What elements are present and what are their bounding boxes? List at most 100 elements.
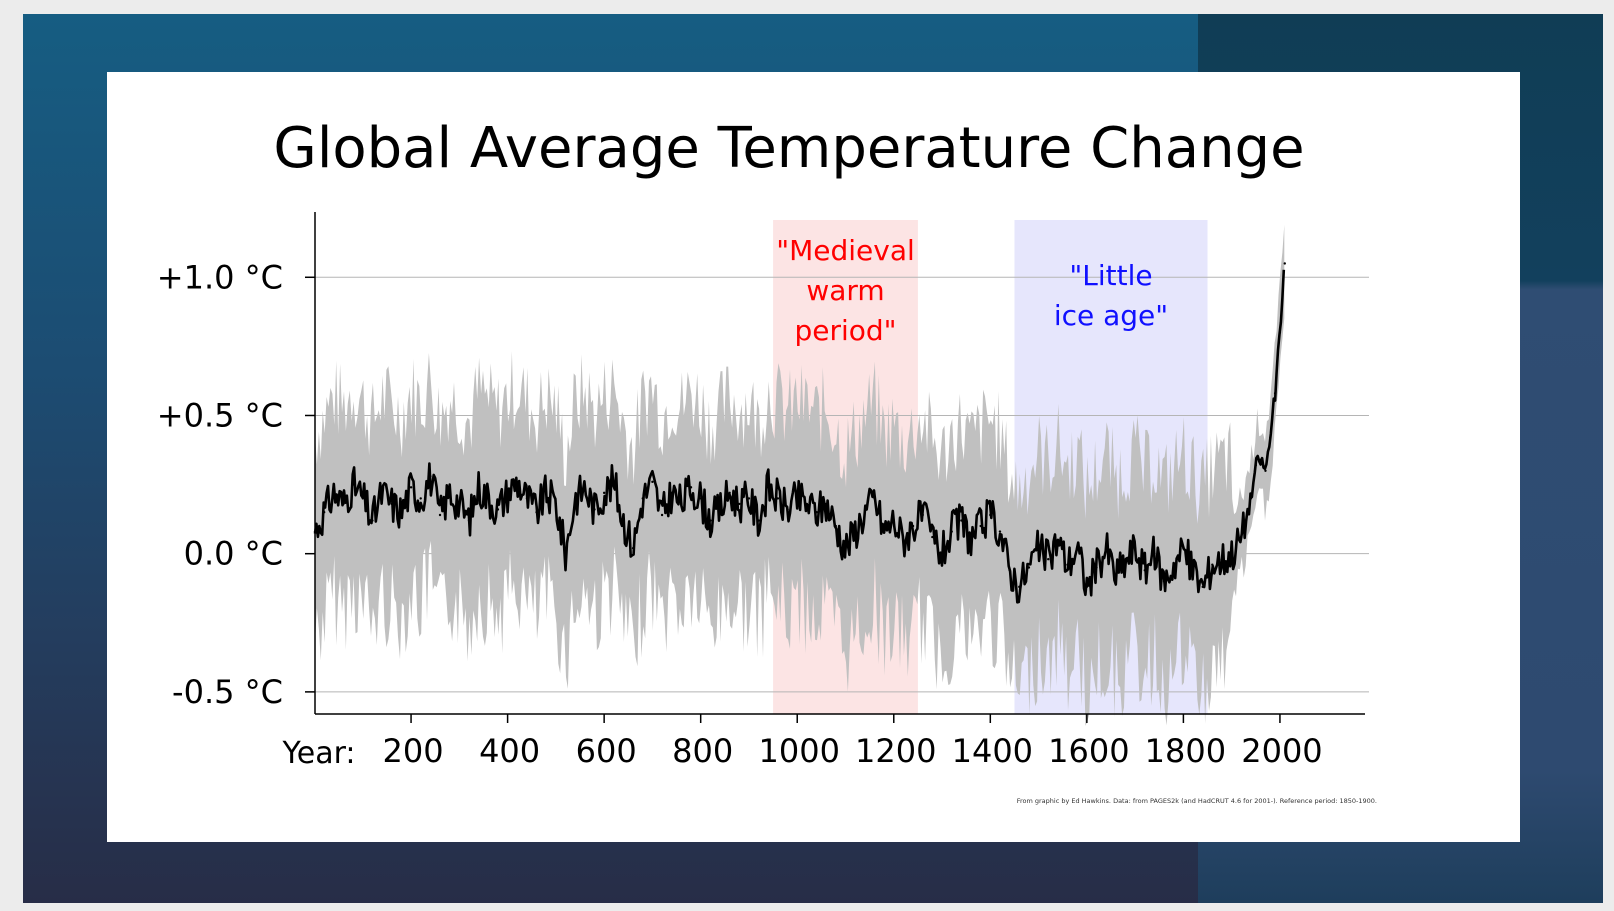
chart-title: Global Average Temperature Change (273, 116, 1304, 181)
data-point (786, 508, 789, 511)
data-point (583, 486, 587, 489)
region-label-line: ice age" (1054, 299, 1168, 332)
data-point (1027, 566, 1031, 569)
data-point (921, 513, 924, 517)
data-point (873, 497, 876, 500)
data-point (458, 502, 461, 506)
data-point (1172, 563, 1175, 566)
chart-card: "Medieval warm period" "Little ice age" +1.0 … (107, 72, 1520, 842)
data-point (554, 502, 558, 506)
x-tick-label: 200 (383, 732, 444, 770)
data-point (1095, 566, 1098, 569)
data-point (602, 491, 606, 495)
data-point (940, 552, 944, 555)
data-point (409, 486, 413, 489)
data-point (989, 513, 992, 517)
data-point (863, 511, 867, 514)
data-point (573, 497, 577, 500)
data-point (622, 519, 625, 522)
data-point (1085, 585, 1089, 589)
uncertainty-band-layer (315, 224, 1285, 726)
data-point (400, 511, 403, 514)
data-point (496, 508, 500, 511)
chart-labels: "Medieval warm period" "Little ice age" +1.0 … (157, 234, 1323, 770)
data-point (351, 483, 355, 486)
data-point (516, 480, 519, 484)
data-point (390, 502, 393, 506)
data-point (960, 519, 963, 522)
data-point (969, 538, 973, 542)
data-point (429, 475, 432, 478)
x-tick-label: 1800 (1145, 732, 1226, 770)
data-point (670, 491, 673, 495)
data-point (1182, 546, 1185, 550)
data-point (699, 497, 702, 500)
data-point (689, 486, 693, 489)
x-tick-label: 1000 (759, 732, 840, 770)
data-point (322, 511, 326, 514)
data-point (882, 530, 886, 533)
data-point (1124, 560, 1127, 564)
data-point (767, 486, 770, 489)
data-point (1259, 458, 1262, 461)
data-point (728, 491, 731, 495)
data-point (1273, 392, 1277, 395)
data-point (487, 497, 490, 500)
data-point (824, 502, 828, 506)
x-axis-label: Year: (281, 736, 355, 771)
data-point (506, 491, 509, 495)
data-point (1056, 538, 1060, 542)
data-point (593, 508, 596, 511)
data-point (709, 519, 712, 522)
data-point (1066, 563, 1069, 566)
y-tick-label: +0.5 °C (157, 396, 283, 434)
data-point (564, 552, 567, 555)
data-point (438, 513, 442, 517)
data-point (1076, 546, 1079, 550)
data-point (1037, 546, 1040, 550)
data-point (361, 497, 364, 500)
data-point (1018, 585, 1021, 589)
data-point (631, 546, 635, 550)
data-point (1162, 580, 1166, 583)
temperature-chart: "Medieval warm period" "Little ice age" +1.0 … (157, 116, 1377, 805)
axes (305, 212, 1365, 723)
data-point (371, 519, 374, 522)
data-point (1211, 563, 1214, 566)
x-tick-label: 1200 (855, 732, 936, 770)
region-label-line: period" (794, 314, 896, 347)
presentation-slide: "Medieval warm period" "Little ice age" +1.0 … (23, 14, 1603, 903)
data-point (998, 530, 1002, 533)
data-point (1047, 558, 1050, 561)
data-point (1008, 569, 1011, 572)
data-point (535, 511, 538, 514)
data-point (1264, 469, 1267, 472)
y-tick-label: -0.5 °C (172, 673, 283, 711)
data-point (902, 538, 905, 542)
data-point (757, 519, 760, 522)
x-tick-label: 1600 (1048, 732, 1129, 770)
data-point (612, 480, 615, 484)
data-point (467, 519, 471, 522)
data-point (1240, 535, 1243, 539)
data-point (1254, 464, 1258, 467)
data-point (853, 530, 857, 533)
data-point (448, 491, 451, 495)
data-point (718, 508, 722, 511)
data-point (1283, 262, 1286, 265)
region-label-line: warm (806, 274, 884, 307)
data-point (1249, 497, 1253, 500)
data-point (1114, 574, 1118, 577)
data-point (1201, 585, 1204, 589)
data-point (738, 502, 741, 506)
y-tick-label: 0.0 °C (184, 535, 283, 573)
data-point (1153, 552, 1156, 555)
source-note: From graphic by Ed Hawkins. Data: from P… (1017, 797, 1377, 805)
x-tick-label: 2000 (1241, 732, 1322, 770)
data-point (419, 497, 422, 500)
x-tick-label: 400 (479, 732, 540, 770)
data-point (641, 497, 644, 500)
data-point (332, 491, 336, 495)
uncertainty-band (315, 224, 1285, 726)
data-point (1230, 552, 1233, 555)
